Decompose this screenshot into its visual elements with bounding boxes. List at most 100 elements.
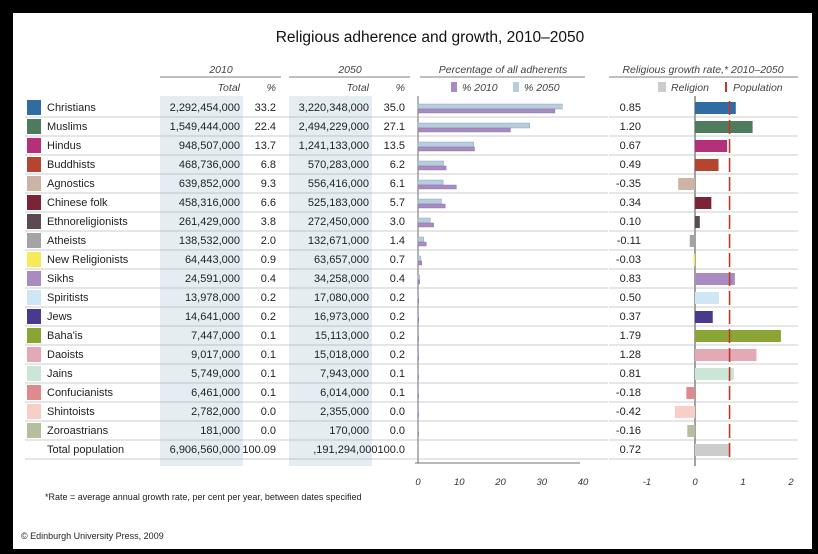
growth-bar: [693, 254, 696, 266]
religion-swatch: [27, 138, 41, 153]
header-total-2010: Total: [218, 82, 241, 94]
religion-name: Jains: [47, 368, 73, 380]
header-pct-2050: %: [396, 82, 405, 94]
legend-swatch-2010: [451, 82, 457, 92]
religion-swatch: [27, 309, 41, 324]
pct-2050: 13.5: [384, 140, 405, 152]
growth-bar: [695, 159, 719, 171]
growth-rate: -0.16: [616, 425, 641, 437]
religion-name: Agnostics: [47, 178, 95, 190]
pct-2050: 0.7: [390, 254, 405, 266]
bar-pct-2010: [417, 298, 420, 304]
header-total-2050: Total: [347, 82, 370, 94]
pct-2050: 5.7: [390, 197, 405, 209]
header-pct-2010: %: [267, 82, 276, 94]
growth-rate: -0.18: [616, 387, 641, 399]
growth-rate: 0.10: [620, 216, 641, 228]
religion-name: Muslims: [47, 121, 88, 133]
growth-rate: -0.35: [616, 178, 641, 190]
adherents-tick-label: 30: [536, 477, 547, 488]
bar-pct-2010: [417, 317, 420, 323]
bar-pct-2010: [417, 241, 427, 247]
pct-2010: 22.4: [255, 121, 276, 133]
total-2010: 138,532,000: [179, 235, 240, 247]
growth-bar: [687, 425, 695, 437]
total-2010: 24,591,000: [185, 273, 240, 285]
pct-2010: 0.9: [261, 254, 276, 266]
pct-2050: 0.0: [390, 406, 405, 418]
bar-pct-2050: [417, 312, 420, 319]
religion-name: Daoists: [47, 349, 84, 361]
pct-2050: 0.1: [390, 368, 405, 380]
growth-bar: [686, 387, 695, 399]
pct-2010: 0.1: [261, 387, 276, 399]
legend-label-2010: % 2010: [462, 82, 498, 94]
growth-tick-label: 0: [692, 477, 698, 488]
pct-2050: 3.0: [390, 216, 405, 228]
growth-bar: [678, 178, 695, 190]
header-2050: 2050: [337, 64, 362, 76]
growth-rate: 0.72: [620, 444, 641, 456]
growth-rate: -0.42: [616, 406, 641, 418]
growth-bar: [689, 235, 695, 247]
total-2050: 63,657,000: [314, 254, 369, 266]
table-row: Sikhs 24,591,000 0.4 34,258,000 0.4 0.83: [25, 271, 798, 289]
total-2010: 64,443,000: [185, 254, 240, 266]
growth-rate: 0.81: [620, 368, 641, 380]
header-adherents: Percentage of all adherents: [439, 64, 568, 76]
table-rows: Christians 2,292,454,000 33.2 3,220,348,000…: [25, 100, 798, 460]
bar-pct-2050: [417, 407, 419, 414]
table-row: Chinese folk 458,316,000 6.6 525,183,000 5.7…: [25, 195, 798, 213]
bar-pct-2050: [417, 217, 431, 224]
growth-tick-label: -1: [643, 477, 651, 488]
growth-rate: 0.83: [620, 273, 641, 285]
total-2010: 14,641,000: [185, 311, 240, 323]
bar-pct-2050: [417, 350, 420, 357]
growth-rate: 0.49: [620, 159, 641, 171]
pct-2010: 0.0: [261, 425, 276, 437]
bar-pct-2050: [417, 274, 420, 281]
growth-rate: 1.20: [620, 121, 641, 133]
growth-bar: [695, 311, 713, 323]
growth-bar: [695, 140, 728, 152]
legend-label-religion: Religion: [671, 82, 709, 94]
bar-pct-2010: [417, 431, 419, 437]
religion-name: Zoroastrians: [47, 425, 109, 437]
growth-bar: [695, 216, 700, 228]
bar-pct-2050: [417, 236, 424, 243]
total-2050: 2,355,000: [320, 406, 369, 418]
table-row: Jains 5,749,000 0.1 7,943,000 0.1 0.81: [25, 366, 798, 384]
total-2050: 170,000: [329, 425, 369, 437]
total-2050: 2,494,229,000: [299, 121, 369, 133]
table-row: Buddhists 468,736,000 6.8 570,283,000 6.2 0.4…: [25, 157, 798, 175]
pct-2010: 0.2: [261, 292, 276, 304]
religion-name: Shintoists: [47, 406, 95, 418]
religion-name: New Religionists: [47, 254, 129, 266]
religion-name: Confucianists: [47, 387, 114, 399]
bar-pct-2010: [417, 203, 446, 209]
legend-swatch-2050: [513, 82, 519, 92]
bar-pct-2010: [417, 355, 419, 361]
pct-2010: 0.0: [261, 406, 276, 418]
adherents-tick-label: 40: [578, 477, 589, 488]
total-2050: 15,018,000: [314, 349, 369, 361]
growth-rate: 1.79: [620, 330, 641, 342]
table-row: Agnostics 639,852,000 9.3 556,416,000 6.1 -0.…: [25, 176, 798, 194]
adherents-tick-label: 10: [454, 477, 465, 488]
legend-swatch-religion: [658, 82, 666, 92]
growth-bar: [695, 102, 736, 114]
pct-2010: 9.3: [261, 178, 276, 190]
total-2050: 17,080,000: [314, 292, 369, 304]
pct-2050: 27.1: [384, 121, 405, 133]
table-row: Hindus 948,507,000 13.7 1,241,133,000 13.5 0.…: [25, 138, 798, 156]
total-2050: 34,258,000: [314, 273, 369, 285]
religion-name: Jews: [47, 311, 73, 323]
religion-name: Total population: [47, 444, 124, 456]
religion-swatch: [27, 100, 41, 115]
table-row: Atheists 138,532,000 2.0 132,671,000 1.4 -0.1…: [25, 233, 798, 251]
religion-swatch: [27, 328, 41, 343]
religion-swatch: [27, 290, 41, 305]
growth-rate: 1.28: [620, 349, 641, 361]
religion-swatch: [27, 347, 41, 362]
religion-name: Sikhs: [47, 273, 74, 285]
